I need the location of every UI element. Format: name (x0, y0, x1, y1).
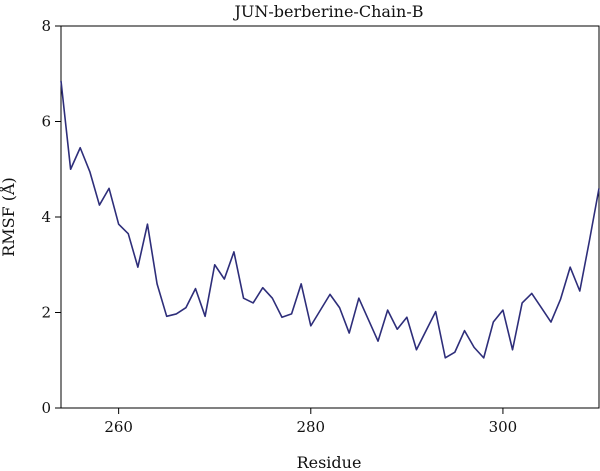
chart-title: JUN-berberine-Chain-B (233, 2, 424, 21)
y-tick-label: 0 (41, 399, 51, 417)
x-tick-label: 300 (489, 418, 518, 436)
y-tick-label: 8 (41, 17, 51, 35)
y-tick-label: 2 (41, 304, 51, 322)
y-tick-label: 6 (41, 113, 51, 131)
x-tick-label: 280 (296, 418, 325, 436)
series-line (60, 80, 600, 359)
x-tick-label: 260 (104, 418, 133, 436)
y-tick-label: 4 (41, 208, 51, 226)
x-axis-title: Residue (297, 453, 362, 471)
plot-area: 0 2 4 6 8 260 280 300 (41, 17, 600, 436)
plot-frame (60, 25, 600, 409)
y-axis-title: RMSF (Å) (0, 177, 18, 257)
